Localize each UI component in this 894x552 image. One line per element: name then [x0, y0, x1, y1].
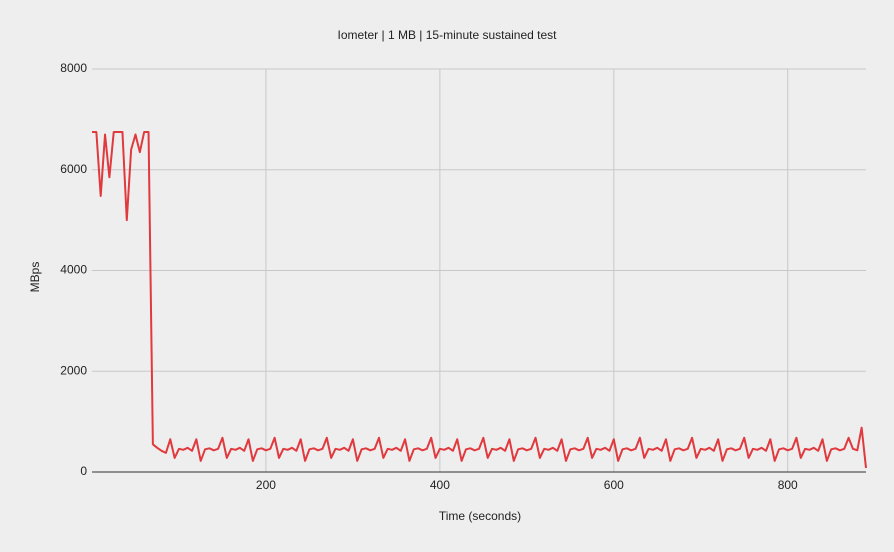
y-tick-label: 0	[80, 464, 87, 478]
y-tick-label: 4000	[60, 263, 87, 277]
x-tick-label: 400	[430, 478, 450, 492]
y-tick-label: 6000	[60, 162, 87, 176]
x-axis-label: Time (seconds)	[439, 509, 521, 523]
y-tick-label: 8000	[60, 61, 87, 75]
x-tick-label: 600	[604, 478, 624, 492]
x-tick-label: 800	[778, 478, 798, 492]
chart-title: Iometer | 1 MB | 15-minute sustained tes…	[338, 28, 558, 42]
x-tick-label: 200	[256, 478, 276, 492]
data-line	[92, 130, 867, 469]
y-axis-label: MBps	[28, 262, 42, 293]
y-tick-label: 2000	[60, 363, 87, 377]
